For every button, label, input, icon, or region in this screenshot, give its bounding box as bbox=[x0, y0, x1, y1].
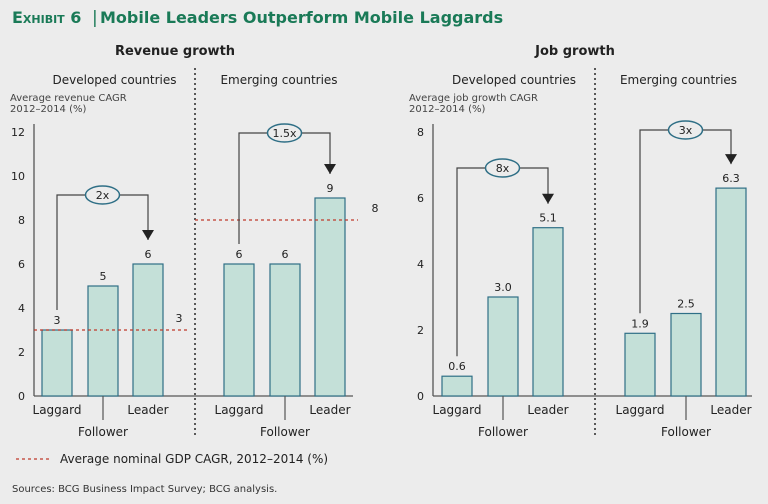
y-axis-label: Average job growth CAGR bbox=[409, 93, 538, 104]
multiplier-badge bbox=[484, 158, 521, 178]
bar-value-label: 6 bbox=[145, 248, 152, 261]
y-tick-label: 6 bbox=[417, 192, 424, 205]
multiplier-label: 8x bbox=[496, 162, 510, 175]
x-category-label: Follower bbox=[661, 425, 711, 439]
bar-value-label: 0.6 bbox=[448, 360, 466, 373]
bar-laggard bbox=[441, 375, 473, 397]
bar-leader bbox=[715, 187, 747, 397]
y-tick-label: 12 bbox=[11, 126, 25, 139]
bar-value-label: 5 bbox=[100, 270, 107, 283]
legend-gdp-label: Average nominal GDP CAGR, 2012–2014 (%) bbox=[60, 452, 328, 466]
exhibit-number: Exhibit 6 bbox=[12, 8, 81, 27]
x-category-label: Laggard bbox=[433, 403, 482, 417]
bar-leader bbox=[314, 197, 346, 397]
exhibit-title: Mobile Leaders Outperform Mobile Laggard… bbox=[100, 8, 503, 27]
panel-title: Job growth bbox=[534, 44, 615, 59]
multiplier-badge bbox=[266, 123, 303, 143]
y-tick-label: 2 bbox=[417, 324, 424, 337]
title-separator: | bbox=[92, 8, 98, 28]
sources-note: Sources: BCG Business Impact Survey; BCG… bbox=[12, 484, 277, 495]
multiplier-label: 2x bbox=[96, 189, 110, 202]
bar-laggard bbox=[624, 332, 656, 397]
multiplier-badge bbox=[667, 120, 704, 140]
x-category-label: Leader bbox=[309, 403, 350, 417]
y-tick-label: 8 bbox=[417, 126, 424, 139]
y-tick-label: 10 bbox=[11, 170, 25, 183]
y-tick-label: 2 bbox=[18, 346, 25, 359]
bar-value-label: 3 bbox=[54, 314, 61, 327]
y-tick-label: 0 bbox=[18, 390, 25, 403]
y-tick-label: 8 bbox=[18, 214, 25, 227]
y-axis-label: 2012–2014 (%) bbox=[409, 104, 485, 115]
multiplier-label: 3x bbox=[679, 124, 693, 137]
arrow-down-icon bbox=[725, 154, 737, 165]
bar-laggard bbox=[223, 263, 255, 397]
bar-leader bbox=[532, 227, 564, 397]
group-title: Developed countries bbox=[53, 73, 177, 87]
y-axis-label: 2012–2014 (%) bbox=[10, 104, 86, 115]
bar-laggard bbox=[41, 329, 73, 397]
bar-follower bbox=[269, 263, 301, 397]
x-category-label: Laggard bbox=[33, 403, 82, 417]
y-tick-label: 4 bbox=[18, 302, 25, 315]
y-axis-label: Average revenue CAGR bbox=[10, 93, 127, 104]
arrow-down-icon bbox=[542, 193, 554, 204]
x-category-label: Follower bbox=[478, 425, 528, 439]
bar-value-label: 1.9 bbox=[631, 317, 649, 330]
bar-value-label: 6 bbox=[236, 248, 243, 261]
x-category-label: Leader bbox=[127, 403, 168, 417]
bar-value-label: 6 bbox=[282, 248, 289, 261]
y-tick-label: 0 bbox=[417, 390, 424, 403]
bar-value-label: 2.5 bbox=[677, 298, 695, 311]
x-category-label: Leader bbox=[527, 403, 568, 417]
multiplier-badge bbox=[84, 185, 121, 205]
x-category-label: Follower bbox=[78, 425, 128, 439]
x-category-label: Follower bbox=[260, 425, 310, 439]
group-title: Emerging countries bbox=[220, 73, 337, 87]
y-tick-label: 4 bbox=[417, 258, 424, 271]
x-category-label: Leader bbox=[710, 403, 751, 417]
bar-value-label: 3.0 bbox=[494, 281, 512, 294]
arrow-down-icon bbox=[142, 230, 154, 240]
bar-value-label: 5.1 bbox=[539, 212, 557, 225]
x-category-label: Laggard bbox=[616, 403, 665, 417]
bar-follower bbox=[487, 296, 519, 397]
panel-title: Revenue growth bbox=[115, 44, 235, 59]
y-tick-label: 6 bbox=[18, 258, 25, 271]
bar-follower bbox=[670, 312, 702, 397]
arrow-down-icon bbox=[324, 164, 336, 174]
bar-value-label: 6.3 bbox=[722, 172, 740, 185]
gdp-value-label: 8 bbox=[372, 202, 379, 215]
bar-follower bbox=[87, 285, 119, 397]
multiplier-label: 1.5x bbox=[272, 127, 296, 140]
group-title: Developed countries bbox=[452, 73, 576, 87]
x-category-label: Laggard bbox=[215, 403, 264, 417]
bar-value-label: 9 bbox=[327, 182, 334, 195]
gdp-value-label: 3 bbox=[176, 312, 183, 325]
group-title: Emerging countries bbox=[620, 73, 737, 87]
